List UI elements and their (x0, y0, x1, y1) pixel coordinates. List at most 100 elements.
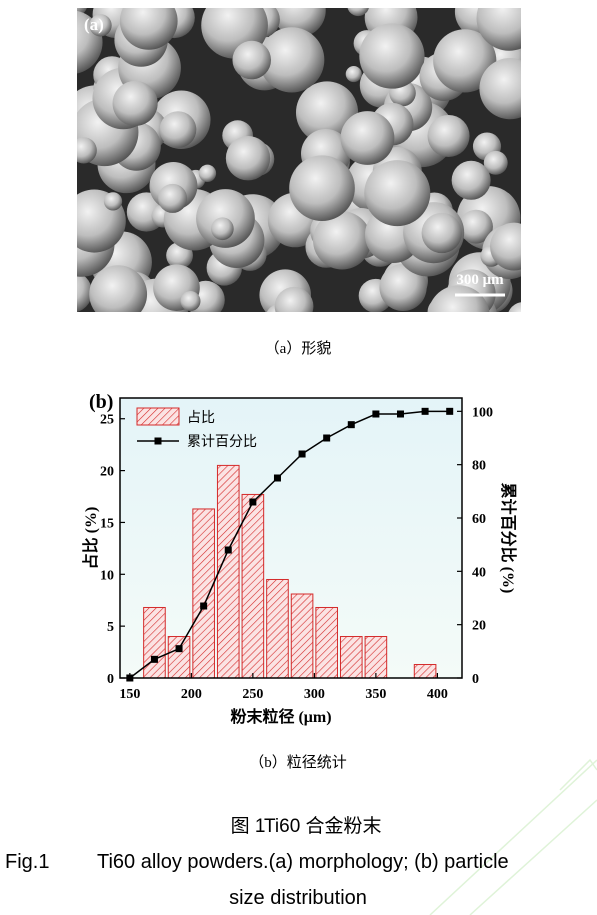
figure-title: Ti60 合金粉末 (264, 815, 382, 837)
particle (433, 29, 497, 93)
legend-label: 占比 (187, 410, 215, 426)
particle (77, 137, 97, 164)
particle (89, 265, 148, 312)
particle (508, 302, 521, 312)
particle (359, 23, 425, 89)
particle (225, 136, 271, 181)
particle (459, 209, 493, 244)
particle (211, 217, 234, 241)
bar (241, 493, 265, 679)
marker (175, 645, 183, 653)
caption: （b）粒径统计 (249, 754, 347, 771)
marker (446, 407, 454, 415)
particle (347, 8, 369, 17)
particle (313, 211, 372, 270)
y2-tick-label: 80 (472, 459, 486, 474)
particle (427, 114, 470, 158)
x-tick-label: 150 (119, 687, 140, 702)
bar (315, 606, 338, 679)
legend-swatch (154, 437, 162, 445)
marker (347, 421, 355, 429)
bar (339, 636, 363, 679)
panel-label: (b) (89, 391, 113, 413)
bar (192, 508, 215, 679)
particle (476, 8, 521, 51)
figure-label: 图 1 (231, 816, 266, 837)
particle (198, 164, 217, 183)
y-tick-label: 25 (100, 413, 114, 428)
particle (119, 8, 178, 50)
marker (273, 474, 281, 482)
y2-tick-label: 60 (472, 512, 486, 527)
x-tick-label: 250 (242, 687, 263, 702)
marker (200, 602, 208, 610)
particle (451, 160, 491, 200)
y-tick-label: 15 (100, 516, 114, 531)
particle (112, 80, 158, 126)
particle (159, 111, 197, 148)
marker (224, 546, 232, 554)
y-tick-label: 20 (100, 465, 114, 480)
particle (345, 65, 362, 83)
particle (479, 58, 521, 120)
caption: （a）形貌 (265, 340, 332, 357)
watermark (429, 758, 597, 915)
marker (323, 434, 331, 442)
particle (428, 285, 490, 312)
marker (150, 655, 158, 663)
legend-label: 累计百分比 (187, 434, 257, 450)
marker (249, 498, 257, 506)
marker (372, 410, 380, 418)
y-tick-label: 10 (100, 568, 114, 583)
particle (77, 272, 93, 312)
particle (274, 286, 314, 312)
x-tick-label: 400 (427, 687, 448, 702)
scale-bar-label: 300 μm (456, 272, 504, 288)
bar (143, 606, 166, 679)
particle (518, 63, 521, 78)
particle (364, 160, 431, 227)
bar (413, 664, 437, 679)
y-axis-title: 占比 (%) (81, 507, 100, 570)
marker (421, 407, 429, 415)
particle (379, 263, 427, 312)
particle (89, 14, 112, 37)
y-tick-label: 5 (107, 620, 114, 635)
marker (396, 410, 404, 418)
y2-tick-label: 100 (472, 405, 493, 420)
marker (298, 450, 306, 458)
legend-swatch (136, 407, 180, 426)
bar (290, 593, 314, 679)
particle (340, 111, 395, 165)
figure-label: Fig.1 (5, 851, 49, 873)
y2-tick-label: 40 (472, 565, 486, 580)
x-tick-label: 350 (365, 687, 386, 702)
particle (490, 222, 521, 271)
figure-caption: Ti60 alloy powders.(a) morphology; (b) p… (97, 851, 509, 873)
particle (421, 212, 462, 254)
bar (216, 464, 240, 679)
bar (364, 636, 388, 679)
particle (103, 192, 123, 211)
figure-caption: size distribution (229, 887, 367, 909)
particle (289, 155, 355, 222)
particle (259, 27, 325, 93)
plot-frame (119, 397, 463, 679)
y2-tick-label: 20 (472, 619, 486, 634)
y-tick-label: 0 (107, 672, 114, 687)
bar (167, 636, 191, 679)
x-tick-label: 300 (304, 687, 325, 702)
line (129, 410, 450, 679)
panel-label: (a) (84, 15, 104, 34)
y2-tick-label: 0 (472, 672, 479, 687)
particle (180, 291, 201, 312)
particle (232, 40, 272, 80)
particle (158, 183, 188, 213)
x-tick-label: 200 (181, 687, 202, 702)
particle (483, 150, 508, 175)
sem-image (77, 8, 521, 312)
bar (266, 578, 289, 679)
chart: 150 200 250 300 350 4000510152025020406080100… (81, 391, 518, 726)
